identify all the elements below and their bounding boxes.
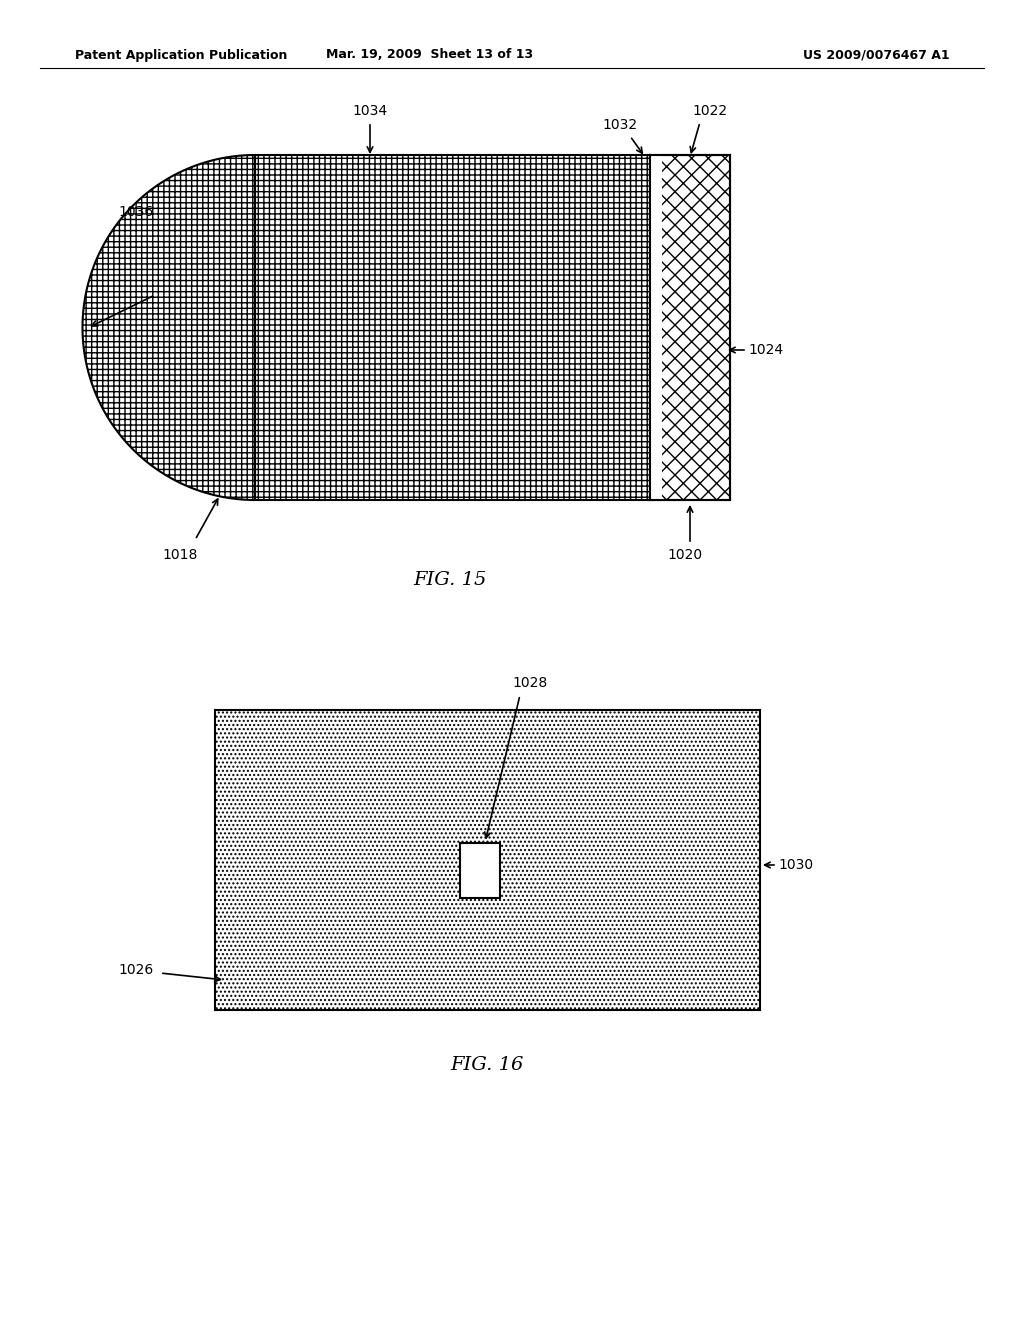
Text: Patent Application Publication: Patent Application Publication <box>75 49 288 62</box>
Polygon shape <box>83 154 650 500</box>
Bar <box>215 710 760 1010</box>
Text: 1026: 1026 <box>118 964 154 977</box>
Text: FIG. 15: FIG. 15 <box>414 572 486 589</box>
Text: 1022: 1022 <box>692 104 728 117</box>
Text: 1028: 1028 <box>512 676 548 690</box>
Text: 1034: 1034 <box>352 104 387 117</box>
Text: Mar. 19, 2009  Sheet 13 of 13: Mar. 19, 2009 Sheet 13 of 13 <box>327 49 534 62</box>
Bar <box>460 842 500 898</box>
Text: 1018: 1018 <box>162 548 198 562</box>
Bar <box>650 154 730 500</box>
Text: 1024: 1024 <box>748 343 783 356</box>
Text: 1030: 1030 <box>778 858 813 873</box>
Text: 1020: 1020 <box>668 548 702 562</box>
Text: 1032: 1032 <box>602 117 638 132</box>
Text: 1036: 1036 <box>118 205 154 219</box>
Bar <box>650 156 662 499</box>
Text: FIG. 16: FIG. 16 <box>451 1056 523 1074</box>
Text: US 2009/0076467 A1: US 2009/0076467 A1 <box>804 49 950 62</box>
